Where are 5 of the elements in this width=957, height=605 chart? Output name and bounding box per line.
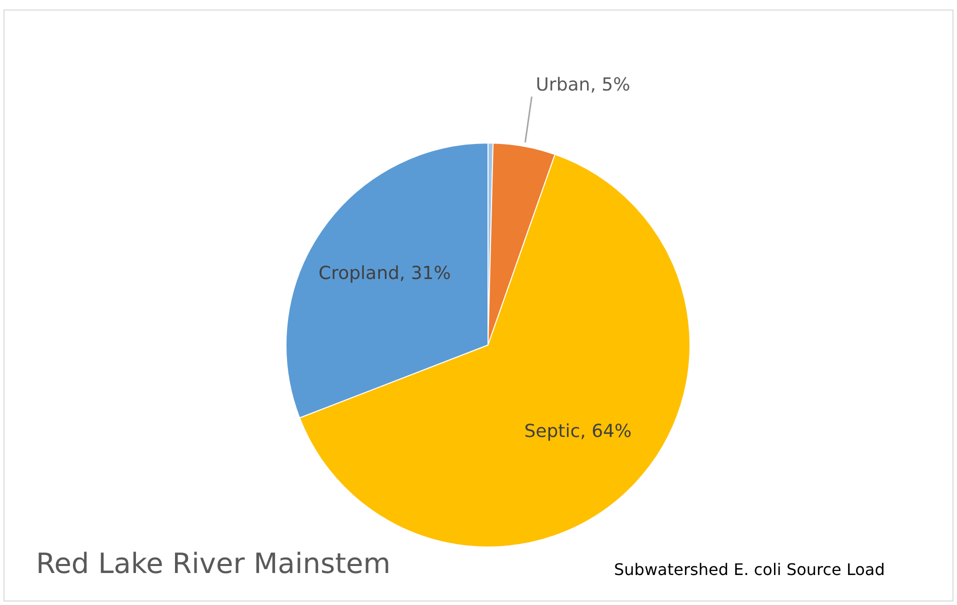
text: Red Lake River Mainstem	[36, 547, 391, 580]
slice-label: Cropland, 31%	[318, 263, 451, 284]
slice-label: Septic, 64%	[524, 421, 632, 442]
slice-label: Urban, 5%	[536, 74, 630, 96]
text: Subwatershed E. coli Source Load	[614, 560, 885, 579]
